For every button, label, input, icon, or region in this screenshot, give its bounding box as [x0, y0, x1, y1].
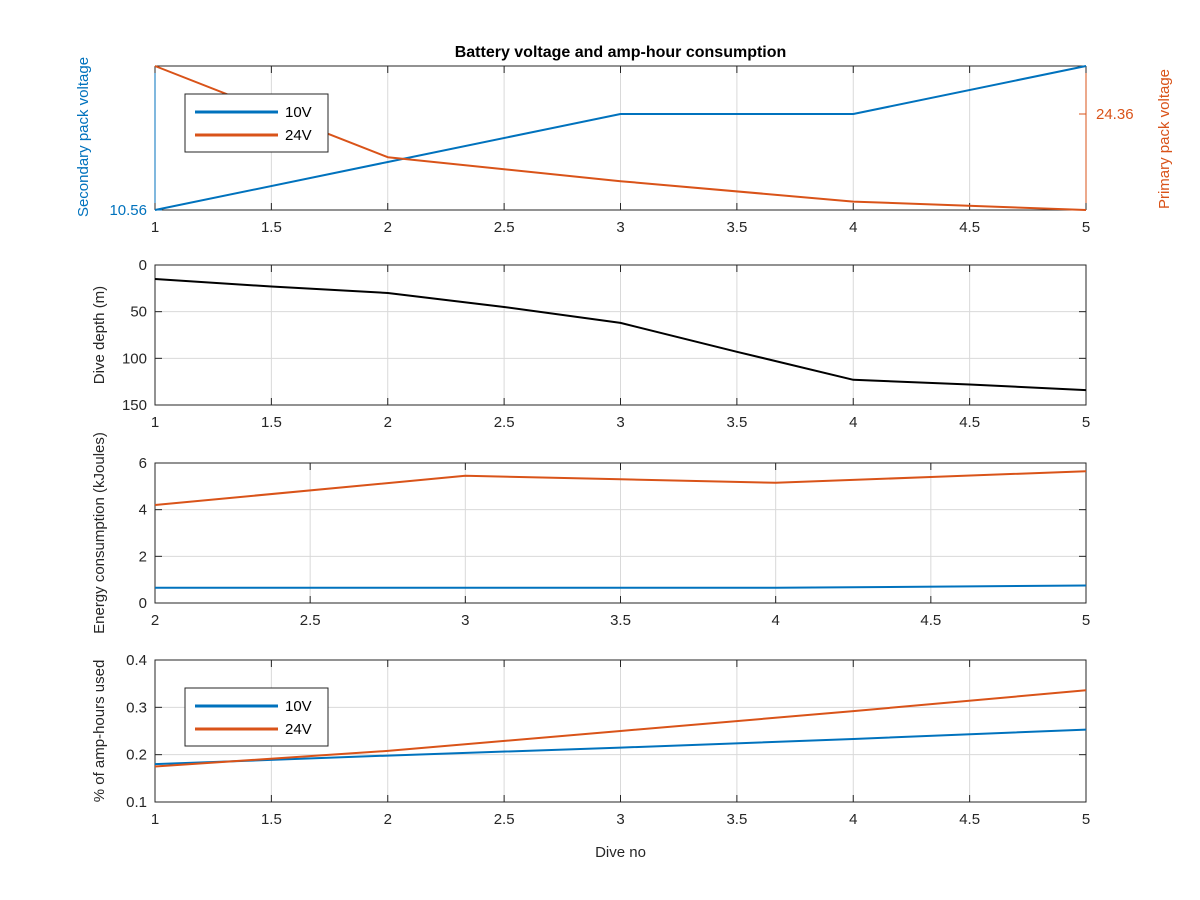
series-line-1 [155, 584, 1087, 589]
y-axis-label: Dive depth (m) [91, 286, 108, 384]
x-tick-label: 3 [616, 811, 624, 828]
y-left-axis-label: Secondary pack voltage [75, 57, 92, 217]
x-tick-label: 1 [151, 219, 159, 236]
x-tick-label: 5 [1082, 414, 1090, 431]
x-tick-label: 5 [1082, 219, 1090, 236]
legend-box [184, 93, 329, 153]
x-tick-label: 4 [771, 612, 779, 629]
x-tick-label: 1 [151, 811, 159, 828]
y-tick-label: 150 [122, 397, 147, 414]
x-tick-label: 3.5 [726, 219, 747, 236]
legend-label-10v: 10V [285, 698, 312, 715]
x-tick-label: 2.5 [494, 811, 515, 828]
x-axis-label: Dive no [595, 844, 646, 861]
x-tick-label: 2 [384, 811, 392, 828]
x-tick-label: 1.5 [261, 811, 282, 828]
y-axis-label: Energy consumption (kJoules) [91, 432, 108, 634]
x-tick-label: 5 [1082, 612, 1090, 629]
x-tick-label: 3.5 [610, 612, 631, 629]
y-tick-label: 0.3 [126, 699, 147, 716]
panel-voltage: 1 1.5 2 2.5 3 3.5 4 4.5 5 10.56 24.36 Secondary pac… [75, 44, 1173, 236]
x-tick-label: 4.5 [959, 811, 980, 828]
x-tick-label: 1 [151, 414, 159, 431]
panel-amphours: 1 1.5 2 2.5 3 3.5 4 4.5 5 0.1 0.2 0.3 0.4 % of amp-ho… [91, 652, 1090, 861]
x-tick-label: 4 [849, 811, 857, 828]
x-tick-label: 4 [849, 414, 857, 431]
y-tick-label: 50 [130, 304, 147, 321]
x-tick-label: 4 [849, 219, 857, 236]
legend-label-10v: 10V [285, 104, 312, 121]
y-tick-label: 0.1 [126, 794, 147, 811]
x-tick-label: 1.5 [261, 414, 282, 431]
series-line-24v [154, 689, 1087, 768]
y-tick-label: 2 [139, 548, 147, 565]
y-tick-label: 100 [122, 350, 147, 367]
x-tick-label: 2 [151, 612, 159, 629]
y-tick-label: 0 [139, 257, 147, 274]
x-tick-label: 1.5 [261, 219, 282, 236]
y-tick-label: 6 [139, 455, 147, 472]
x-tick-label: 2.5 [494, 219, 515, 236]
x-tick-label: 3 [461, 612, 469, 629]
series-line-10v [154, 65, 1087, 211]
y-tick-label: 4 [139, 502, 147, 519]
y-tick-label: 0 [139, 595, 147, 612]
legend-label-24v: 24V [285, 721, 312, 738]
y-right-tick-label: 24.36 [1096, 106, 1134, 123]
y-right-axis-label: Primary pack voltage [1156, 69, 1173, 209]
legend-box [184, 687, 329, 747]
legend-label-24v: 24V [285, 127, 312, 144]
x-tick-label: 4.5 [920, 612, 941, 629]
x-tick-label: 2 [384, 414, 392, 431]
x-tick-label: 4.5 [959, 219, 980, 236]
series-line-0 [154, 470, 1087, 506]
y-tick-label: 0.2 [126, 747, 147, 764]
chart-title: Battery voltage and amp-hour consumption [455, 44, 787, 61]
series-line-10v [154, 728, 1087, 766]
x-tick-label: 2.5 [300, 612, 321, 629]
x-tick-label: 2.5 [494, 414, 515, 431]
series-line-0 [154, 278, 1087, 392]
y-tick-label: 0.4 [126, 652, 147, 669]
x-tick-label: 4.5 [959, 414, 980, 431]
x-tick-label: 3 [616, 414, 624, 431]
x-tick-label: 3.5 [726, 811, 747, 828]
x-tick-label: 3 [616, 219, 624, 236]
x-tick-label: 2 [384, 219, 392, 236]
y-left-tick-label: 10.56 [109, 202, 147, 219]
x-tick-label: 5 [1082, 811, 1090, 828]
y-axis-label: % of amp-hours used [91, 660, 108, 803]
x-tick-label: 3.5 [726, 414, 747, 431]
